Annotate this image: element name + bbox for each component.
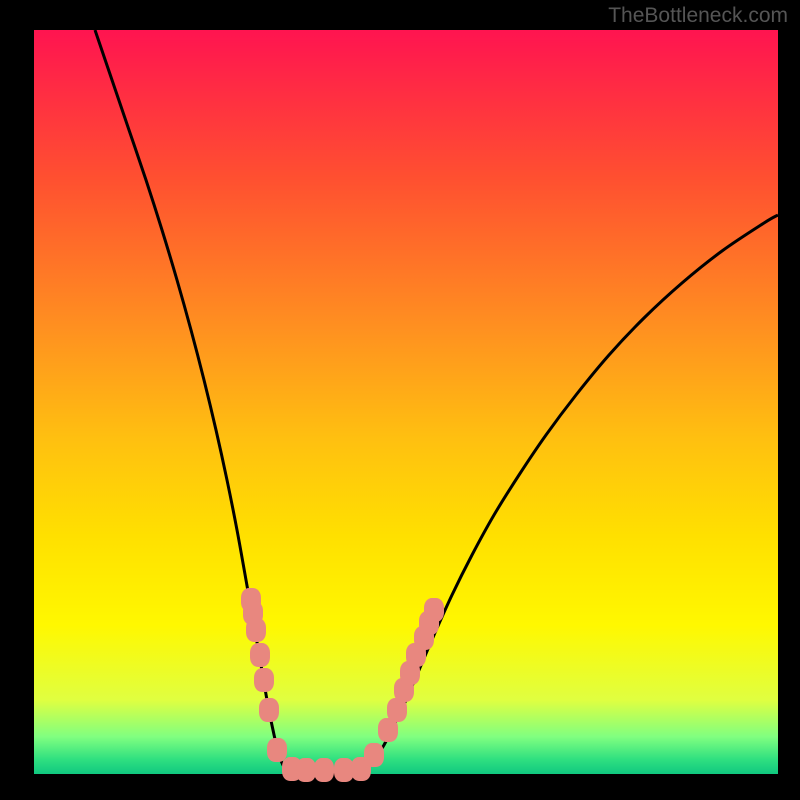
bottleneck-curve (95, 30, 778, 774)
data-marker (296, 758, 316, 782)
data-marker (314, 758, 334, 782)
data-marker (250, 643, 270, 667)
data-marker (254, 668, 274, 692)
data-marker (424, 598, 444, 622)
data-marker (246, 618, 266, 642)
watermark-text: TheBottleneck.com (608, 4, 788, 28)
data-marker (259, 698, 279, 722)
data-marker (364, 743, 384, 767)
chart-plot-area (34, 30, 778, 774)
